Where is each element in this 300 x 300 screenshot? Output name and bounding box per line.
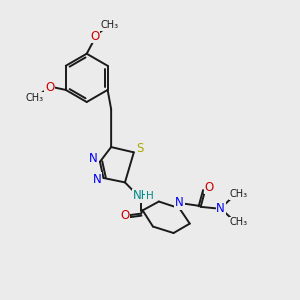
Text: O: O	[120, 209, 130, 223]
Text: N: N	[175, 196, 184, 209]
Text: N: N	[93, 173, 101, 186]
Text: O: O	[90, 30, 99, 43]
Text: N: N	[216, 202, 225, 215]
Text: CH₃: CH₃	[229, 218, 248, 227]
Text: NH: NH	[132, 189, 150, 203]
Text: CH₃: CH₃	[25, 93, 43, 103]
Text: N: N	[89, 152, 98, 165]
Text: O: O	[45, 81, 54, 94]
Text: CH₃: CH₃	[100, 20, 118, 30]
Text: CH₃: CH₃	[229, 189, 248, 199]
Text: H: H	[146, 191, 154, 201]
Text: S: S	[136, 142, 143, 155]
Text: O: O	[205, 181, 214, 194]
